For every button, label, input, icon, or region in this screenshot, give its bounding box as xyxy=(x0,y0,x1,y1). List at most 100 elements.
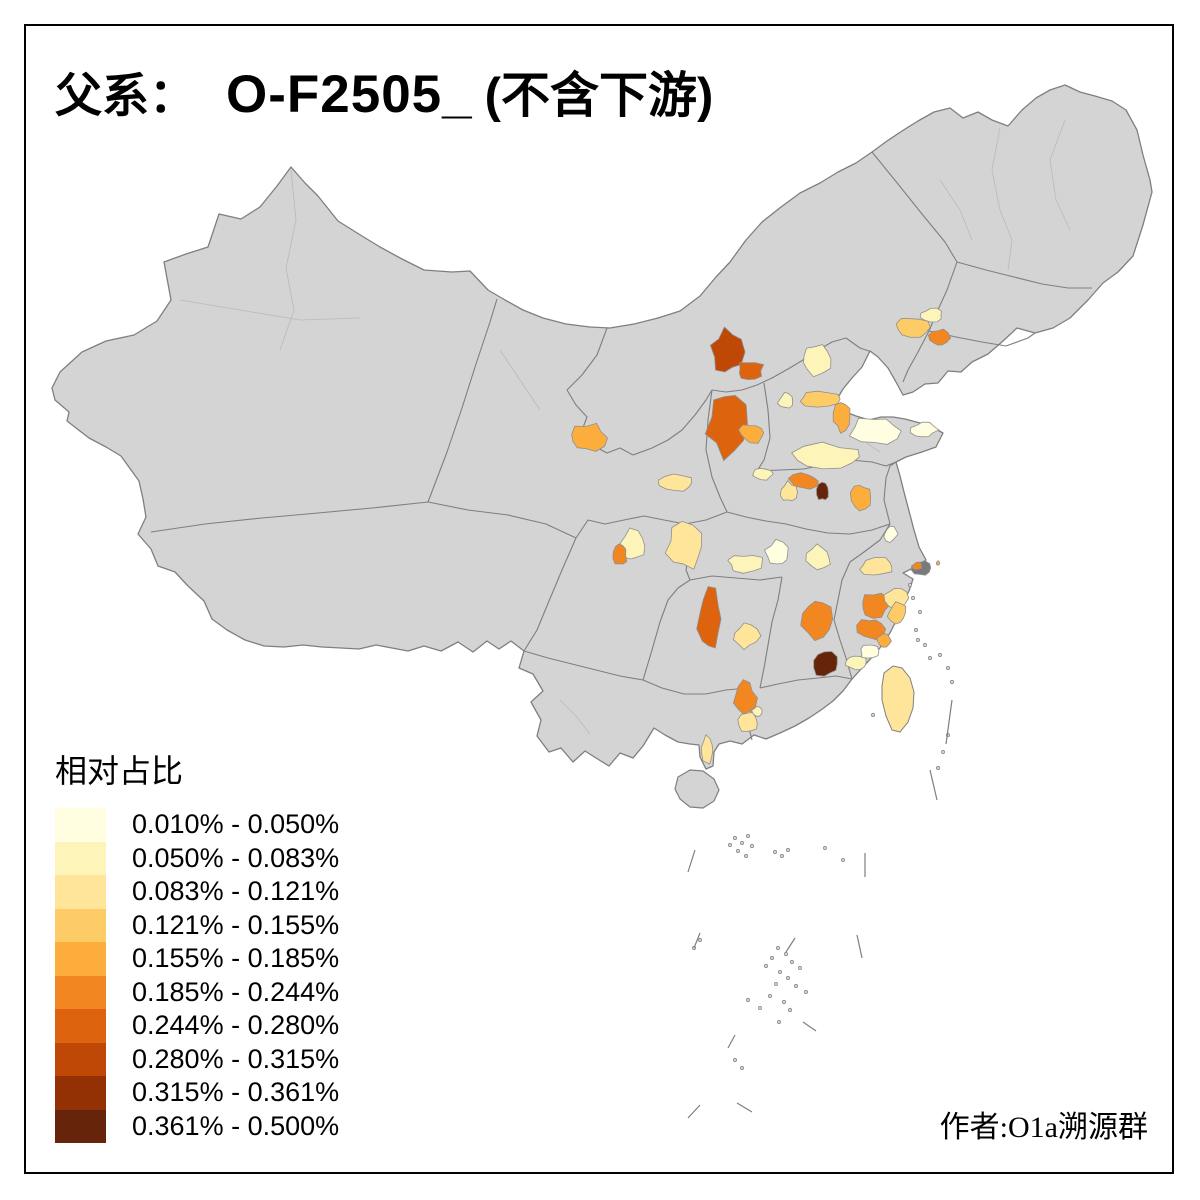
legend-entry: 0.244% - 0.280% xyxy=(55,1009,339,1043)
map-region xyxy=(848,417,902,445)
map-region xyxy=(895,318,931,338)
map-region xyxy=(844,655,867,671)
islet xyxy=(941,750,945,754)
legend-label: 0.361% - 0.500% xyxy=(132,1110,340,1141)
islet xyxy=(804,990,808,994)
islet xyxy=(744,854,748,858)
islet xyxy=(698,938,702,942)
sea-boundary-segment xyxy=(929,769,938,801)
plot-frame xyxy=(24,24,1174,1174)
map-region xyxy=(732,679,758,715)
map-region xyxy=(883,525,899,543)
map-region xyxy=(860,644,880,659)
legend-entry: 0.361% - 0.500% xyxy=(55,1109,340,1143)
sea-boundary-segment xyxy=(687,849,696,873)
legend-swatch xyxy=(55,975,106,1009)
map-region xyxy=(791,441,860,470)
attribution: 作者:O1a溯源群 xyxy=(939,1111,1148,1144)
legend-label: 0.155% - 0.185% xyxy=(132,943,340,974)
islet xyxy=(946,666,950,670)
map-region xyxy=(927,328,952,346)
islet xyxy=(950,680,954,684)
map-region xyxy=(909,421,940,438)
page-title: 父系： O-F2505_ (不含下游) xyxy=(55,56,713,127)
colored-regions xyxy=(571,307,952,765)
islet xyxy=(770,956,774,960)
islet xyxy=(928,656,932,660)
legend-entry: 0.121% - 0.155% xyxy=(55,908,339,942)
map-region xyxy=(800,600,834,642)
legend-swatch xyxy=(55,841,106,875)
map-region xyxy=(813,651,838,677)
map-region xyxy=(612,543,628,565)
islet xyxy=(740,1066,744,1070)
title-prefix: 父系： xyxy=(55,71,196,123)
islet xyxy=(938,653,942,657)
map-region xyxy=(787,472,819,490)
taiwan-island xyxy=(881,665,915,733)
sea-boundary-segment xyxy=(856,934,863,959)
legend-entry: 0.315% - 0.361% xyxy=(55,1076,339,1110)
islet xyxy=(908,583,912,587)
sea-boundary-segment xyxy=(802,1021,817,1032)
sea-boundary-segment xyxy=(727,1034,736,1049)
map-region xyxy=(832,402,851,434)
islet xyxy=(911,596,915,600)
legend-rows: 0.010% - 0.050% 0.050% - 0.083% 0.083% - 0… xyxy=(55,808,339,1143)
title-suffix: (不含下游) xyxy=(484,69,714,123)
map-region xyxy=(805,543,831,571)
small-islands xyxy=(692,583,954,1070)
map-region xyxy=(776,391,793,409)
legend-label: 0.083% - 0.121% xyxy=(132,876,340,907)
map-region xyxy=(696,586,722,649)
map-region xyxy=(738,424,765,444)
islet xyxy=(784,952,788,956)
sea-boundary-segment xyxy=(785,937,796,953)
legend-entry: 0.083% - 0.121% xyxy=(55,875,339,909)
map-region xyxy=(664,520,703,570)
map-region xyxy=(876,633,892,648)
map-region xyxy=(657,473,693,492)
legend-label: 0.280% - 0.315% xyxy=(132,1043,340,1074)
sea-boundary-segment xyxy=(945,699,953,745)
islet xyxy=(794,984,798,988)
map-region xyxy=(862,592,891,619)
islet xyxy=(778,970,782,974)
sea-boundary-segment xyxy=(693,932,701,949)
sea-boundary-segment xyxy=(687,1104,701,1119)
map-region xyxy=(700,733,714,765)
islet xyxy=(780,854,784,858)
map-region xyxy=(802,344,832,378)
legend-label: 0.244% - 0.280% xyxy=(132,1010,340,1041)
prefecture-borders xyxy=(179,119,1071,735)
legend-entry: 0.185% - 0.244% xyxy=(55,975,340,1009)
legend-entry: 0.010% - 0.050% xyxy=(55,808,339,842)
legend-swatch xyxy=(55,1076,106,1110)
legend-title: 相对占比 xyxy=(55,753,184,789)
islet xyxy=(936,766,940,770)
islet xyxy=(914,628,918,632)
islet xyxy=(768,994,772,998)
islet xyxy=(728,843,732,847)
islet xyxy=(916,638,920,642)
legend-swatch xyxy=(55,1109,106,1143)
islet xyxy=(788,1008,792,1012)
islet xyxy=(733,1058,737,1062)
map-region xyxy=(859,557,893,576)
map-region xyxy=(935,560,941,566)
islet xyxy=(750,844,754,848)
legend-swatch xyxy=(55,875,106,909)
islet xyxy=(782,1000,786,1004)
legend-label: 0.050% - 0.083% xyxy=(132,842,340,873)
legend-label: 0.185% - 0.244% xyxy=(132,976,340,1007)
islet xyxy=(758,1006,762,1010)
islet xyxy=(923,643,927,647)
legend-entry: 0.155% - 0.185% xyxy=(55,942,339,976)
legend-label: 0.010% - 0.050% xyxy=(132,809,340,840)
map-region xyxy=(919,307,942,323)
islet xyxy=(786,976,790,980)
islet xyxy=(740,841,744,845)
map-region xyxy=(779,479,798,502)
